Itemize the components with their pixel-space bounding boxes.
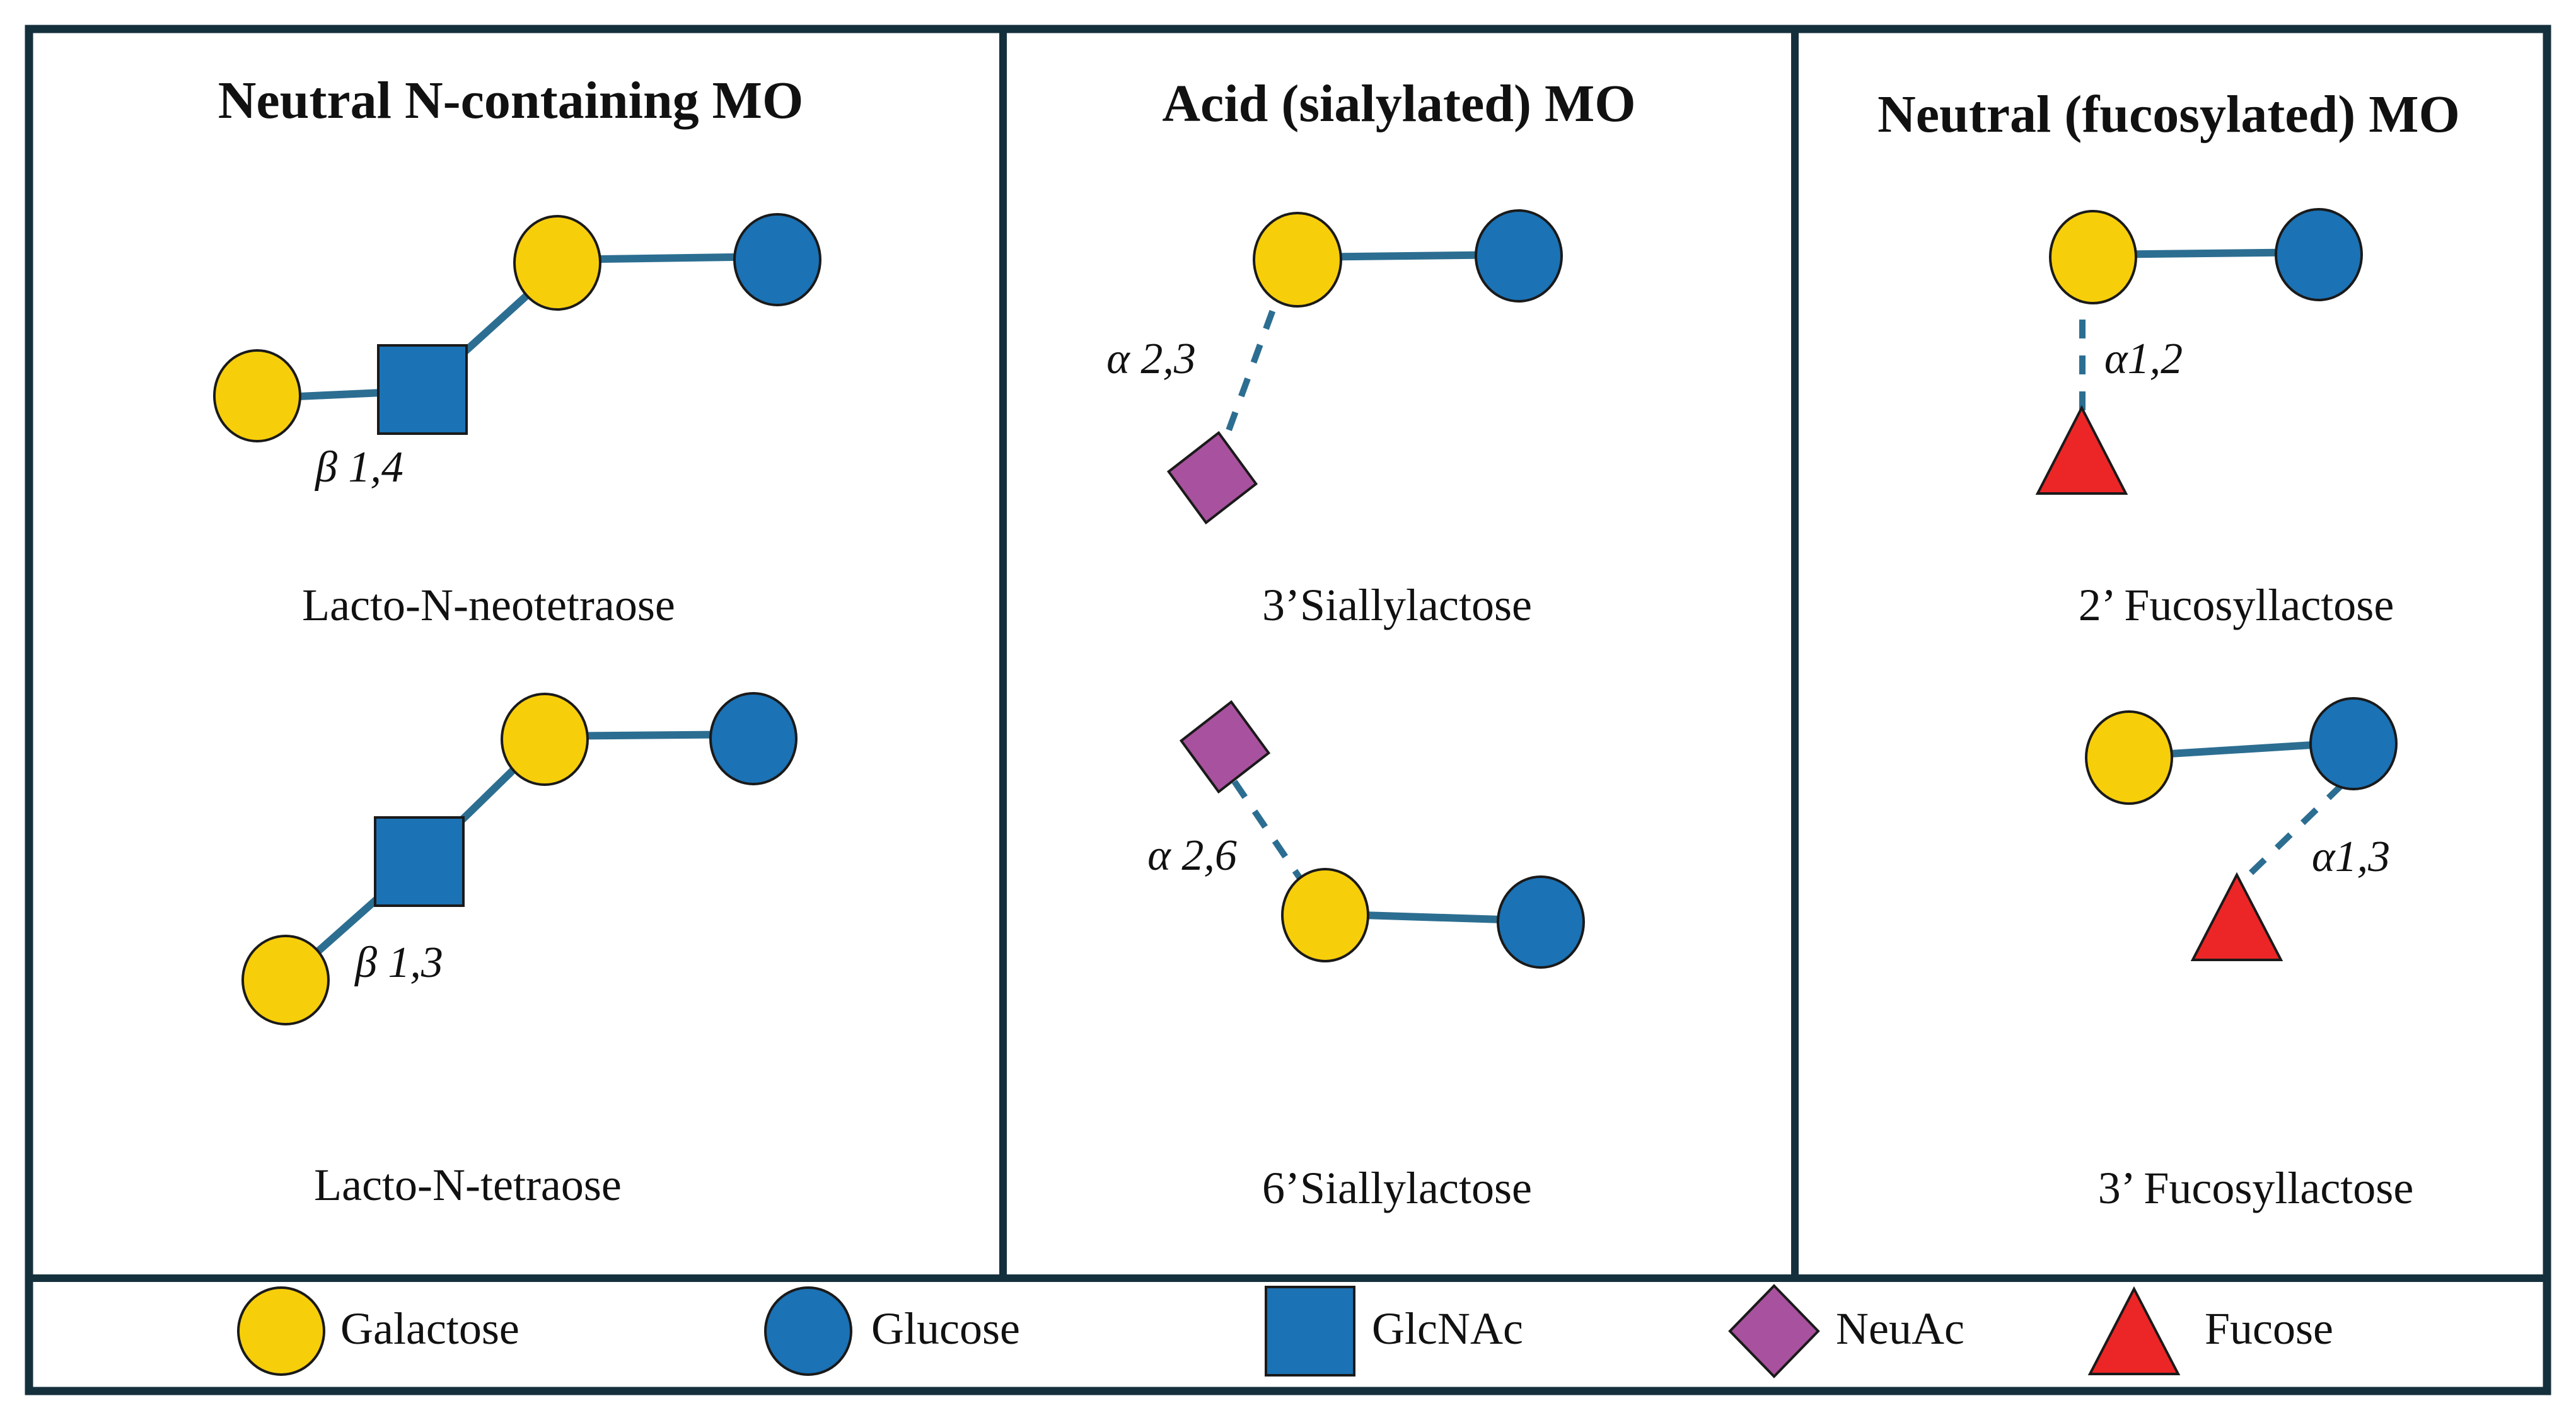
galactose-node — [1253, 212, 1342, 308]
fucose-node — [2035, 405, 2128, 495]
outer-border — [25, 25, 2551, 1395]
linkage-label: α 2,3 — [1106, 335, 1196, 383]
bond-dashed-line — [2242, 782, 2345, 882]
galactose-node — [513, 215, 601, 311]
galactose-node — [241, 935, 330, 1025]
legend-label: NeuAc — [1836, 1303, 1964, 1354]
structure-name: Lacto-N-neotetraose — [302, 580, 675, 630]
galactose-node — [213, 349, 301, 442]
glucose-node — [2309, 697, 2398, 790]
bond-dashed-line — [1231, 780, 1314, 897]
legend-label: Glucose — [871, 1303, 1020, 1354]
glcnac-node — [374, 816, 465, 907]
legend-neuac-icon — [1728, 1284, 1820, 1378]
glcnac-node — [377, 344, 468, 435]
linkage-label: α1,2 — [2104, 335, 2183, 383]
legend-galactose-icon — [237, 1286, 325, 1376]
linkage-label: β 1,3 — [355, 938, 443, 987]
neuac-node — [1179, 700, 1271, 794]
galactose-node — [2049, 210, 2137, 304]
fucose-node — [2190, 872, 2283, 961]
legend-label: GlcNAc — [1372, 1303, 1523, 1354]
glucose-node — [2275, 208, 2363, 301]
legend-glucose-icon — [764, 1286, 852, 1376]
glucose-node — [1497, 875, 1585, 969]
linkage-label: β 1,4 — [315, 443, 403, 492]
legend-glcnac-icon — [1265, 1286, 1355, 1377]
panel-title: Acid (sialylated) MO — [1162, 74, 1636, 133]
legend-label: Galactose — [340, 1303, 519, 1354]
panel-title: Neutral (fucosylated) MO — [1877, 85, 2460, 144]
structure-name: 3’Siallylactose — [1262, 580, 1532, 630]
legend-label: Fucose — [2205, 1303, 2333, 1354]
legend-fucose-icon — [2087, 1286, 2181, 1375]
structure-name: 3’ Fucosyllactose — [2097, 1163, 2414, 1213]
structure-name: 6’Siallylactose — [1262, 1163, 1532, 1213]
glucose-node — [733, 213, 821, 306]
bond-dashed-line — [1212, 276, 1288, 468]
panel-title: Neutral N-containing MO — [218, 71, 804, 130]
structure-name: Lacto-N-tetraose — [314, 1160, 622, 1210]
linkage-label: α1,3 — [2311, 833, 2391, 881]
linkage-label: α 2,6 — [1147, 831, 1237, 880]
galactose-node — [501, 693, 589, 786]
galactose-node — [2085, 710, 2173, 805]
galactose-node — [1281, 868, 1369, 962]
neuac-node — [1166, 430, 1258, 525]
glucose-node — [1475, 209, 1563, 303]
structure-name: 2’ Fucosyllactose — [2078, 580, 2394, 630]
glucose-node — [709, 692, 798, 785]
